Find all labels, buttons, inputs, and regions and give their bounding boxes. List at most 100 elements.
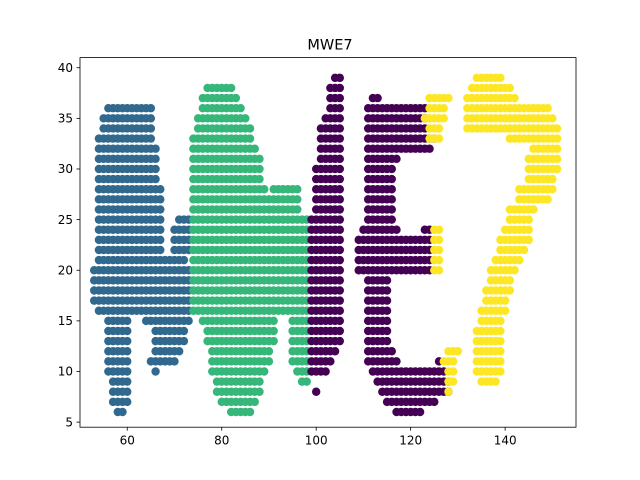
data-point	[236, 104, 245, 113]
data-point	[515, 255, 524, 265]
data-point	[250, 144, 259, 153]
y-axis: 5 10 15 20 25 30 35 40	[58, 61, 80, 429]
y-tick-label: 5	[65, 415, 73, 429]
data-point	[496, 73, 505, 83]
data-point	[392, 357, 401, 366]
data-point	[123, 326, 132, 336]
x-axis: 60 80 100 120 140	[120, 427, 517, 448]
data-point	[269, 326, 278, 336]
data-point	[269, 316, 278, 326]
data-point	[387, 195, 396, 204]
data-point	[255, 387, 264, 396]
data-point	[326, 357, 335, 366]
data-point	[293, 205, 302, 214]
data-point	[335, 174, 345, 184]
data-point	[444, 93, 453, 103]
data-point	[123, 367, 132, 376]
series-group-3	[420, 73, 562, 396]
data-point	[335, 195, 345, 204]
plot-frame	[79, 57, 577, 428]
data-point	[123, 336, 132, 346]
data-point	[387, 215, 396, 224]
y-tick-label: 10	[58, 365, 73, 379]
data-point	[151, 164, 160, 174]
data-point	[335, 124, 345, 133]
x-tick-label: 60	[120, 434, 135, 448]
data-point	[146, 134, 156, 143]
data-point	[387, 164, 396, 174]
y-tick-label: 20	[58, 263, 73, 277]
data-point	[382, 286, 392, 295]
data-point	[453, 347, 463, 356]
data-point	[373, 93, 382, 103]
data-point	[552, 144, 562, 153]
data-points	[89, 73, 562, 417]
data-point	[434, 235, 444, 245]
data-point	[156, 185, 165, 194]
data-point	[496, 367, 505, 376]
data-point	[500, 296, 510, 305]
data-point	[505, 286, 515, 295]
data-point	[156, 235, 165, 245]
data-point	[448, 367, 458, 376]
data-point	[311, 387, 321, 396]
data-point	[496, 347, 505, 356]
data-point	[156, 215, 165, 224]
data-point	[118, 407, 127, 417]
data-point	[250, 397, 259, 407]
data-point	[264, 347, 274, 356]
data-point	[335, 255, 345, 265]
data-point	[335, 286, 345, 295]
data-point	[156, 225, 165, 234]
data-point	[226, 83, 236, 93]
x-tick-label: 120	[399, 434, 422, 448]
data-point	[146, 114, 156, 123]
data-point	[151, 174, 160, 184]
data-point	[505, 83, 515, 93]
data-point	[335, 326, 345, 336]
data-point	[151, 154, 160, 164]
data-point	[151, 144, 160, 153]
data-point	[335, 134, 345, 143]
y-tick-label: 30	[58, 162, 73, 176]
data-point	[302, 377, 311, 386]
x-tick-label: 140	[494, 434, 517, 448]
data-point	[548, 185, 557, 194]
data-point	[524, 235, 533, 245]
data-point	[392, 225, 401, 234]
data-point	[382, 336, 392, 346]
data-point	[439, 104, 448, 113]
data-point	[387, 185, 396, 194]
y-tick-label: 15	[58, 314, 73, 328]
data-point	[524, 215, 533, 224]
data-point	[335, 296, 345, 305]
data-point	[335, 104, 345, 113]
data-point	[245, 124, 255, 133]
series-group-0	[89, 104, 193, 417]
data-point	[382, 316, 392, 326]
data-point	[255, 164, 264, 174]
data-point	[269, 336, 278, 346]
data-point	[255, 174, 264, 184]
data-point	[448, 357, 458, 366]
data-point	[335, 336, 345, 346]
data-point	[500, 306, 510, 315]
data-point	[519, 245, 529, 255]
data-point	[434, 245, 444, 255]
data-point	[335, 144, 345, 153]
data-point	[434, 225, 444, 234]
data-point	[335, 93, 345, 103]
data-point	[335, 215, 345, 224]
data-point	[387, 347, 396, 356]
y-tick-label: 35	[58, 112, 73, 126]
data-point	[179, 255, 189, 265]
data-point	[146, 124, 156, 133]
data-point	[335, 266, 345, 275]
data-point	[392, 154, 401, 164]
data-point	[430, 397, 439, 407]
data-point	[387, 174, 396, 184]
data-point	[123, 387, 132, 396]
data-point	[156, 245, 165, 255]
data-point	[552, 134, 562, 143]
